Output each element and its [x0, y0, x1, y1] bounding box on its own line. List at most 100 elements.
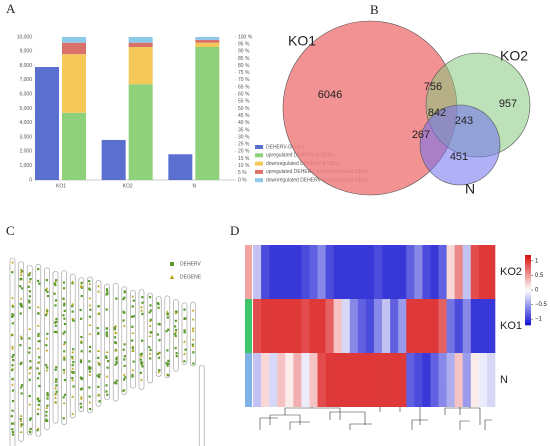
chromosome	[155, 296, 162, 377]
y2-tick-label: 5 %	[238, 170, 247, 176]
marker	[11, 430, 14, 434]
marker	[71, 364, 74, 367]
marker	[44, 314, 48, 317]
chromosome	[26, 264, 33, 436]
bar	[168, 154, 193, 180]
marker	[12, 353, 15, 357]
marker	[46, 394, 49, 397]
marker	[11, 428, 14, 431]
marker	[28, 394, 31, 398]
marker	[167, 328, 170, 331]
marker	[71, 282, 74, 285]
marker	[88, 400, 92, 404]
marker	[105, 288, 109, 291]
marker	[191, 343, 194, 346]
y2-tick-label: 10 %	[238, 163, 250, 169]
marker	[28, 301, 31, 304]
marker	[36, 347, 40, 350]
marker	[44, 289, 48, 292]
marker	[88, 296, 92, 300]
colorbar-step	[525, 314, 531, 317]
marker	[140, 378, 143, 381]
colorbar-step	[525, 312, 531, 315]
marker	[141, 301, 144, 304]
marker	[140, 305, 143, 309]
heat-cell	[293, 245, 302, 299]
x-tick-label: KO1	[56, 183, 66, 189]
marker	[62, 297, 65, 300]
heat-cell	[293, 299, 302, 353]
marker	[131, 346, 134, 350]
heat-cell	[317, 245, 326, 299]
heat-cell	[357, 245, 367, 299]
heat-cell	[285, 353, 294, 407]
marker	[37, 334, 40, 338]
marker	[36, 412, 40, 416]
row-annotation	[245, 245, 252, 299]
marker	[46, 332, 49, 335]
chromosome	[78, 277, 85, 412]
colorbar-label: 0.5	[535, 273, 544, 279]
region-count: 6046	[318, 89, 342, 101]
marker	[71, 378, 75, 382]
marker	[192, 362, 195, 365]
marker	[28, 272, 32, 275]
marker	[11, 333, 14, 336]
marker	[97, 349, 100, 352]
marker	[122, 298, 125, 301]
marker	[62, 417, 65, 420]
marker	[173, 332, 177, 336]
marker	[28, 378, 31, 381]
marker	[19, 362, 22, 366]
marker	[45, 337, 49, 340]
marker	[11, 315, 14, 318]
colorbar-label: 1	[535, 258, 539, 264]
y-tick-label: 2,000	[19, 149, 32, 155]
marker	[80, 350, 83, 353]
heat-cell	[406, 245, 415, 299]
marker	[63, 378, 67, 382]
heat-cell	[390, 353, 399, 407]
marker	[149, 331, 153, 334]
heat-cell	[446, 299, 455, 353]
marker	[149, 309, 152, 312]
heat-cell	[333, 353, 343, 407]
marker	[115, 358, 118, 361]
marker	[11, 399, 15, 403]
stacked-bar	[62, 112, 86, 180]
marker	[132, 360, 135, 363]
marker	[173, 325, 177, 328]
marker	[80, 294, 83, 298]
marker	[96, 374, 99, 377]
colorbar-step	[525, 311, 531, 314]
marker	[174, 311, 178, 315]
marker	[97, 375, 101, 379]
marker	[174, 319, 177, 322]
marker	[71, 412, 75, 415]
colorbar-label: 0	[535, 288, 539, 294]
marker	[174, 346, 177, 350]
heat-cell	[333, 299, 343, 353]
marker	[98, 373, 101, 376]
row-label: KO1	[500, 320, 522, 332]
marker	[54, 304, 57, 307]
marker	[114, 341, 117, 345]
marker	[131, 349, 135, 352]
colorbar-step	[525, 265, 531, 268]
marker	[132, 315, 135, 318]
marker	[88, 345, 92, 349]
heat-cell	[454, 299, 464, 353]
marker	[174, 328, 178, 332]
marker	[140, 361, 143, 364]
marker	[96, 326, 99, 330]
chromosome	[69, 273, 76, 419]
set-label: KO1	[288, 33, 316, 49]
marker	[11, 313, 14, 316]
marker	[123, 358, 126, 361]
marker	[71, 350, 75, 354]
marker	[63, 393, 67, 396]
marker	[149, 357, 152, 360]
marker	[53, 292, 56, 295]
marker	[63, 317, 66, 320]
panel-label: D	[230, 223, 239, 238]
